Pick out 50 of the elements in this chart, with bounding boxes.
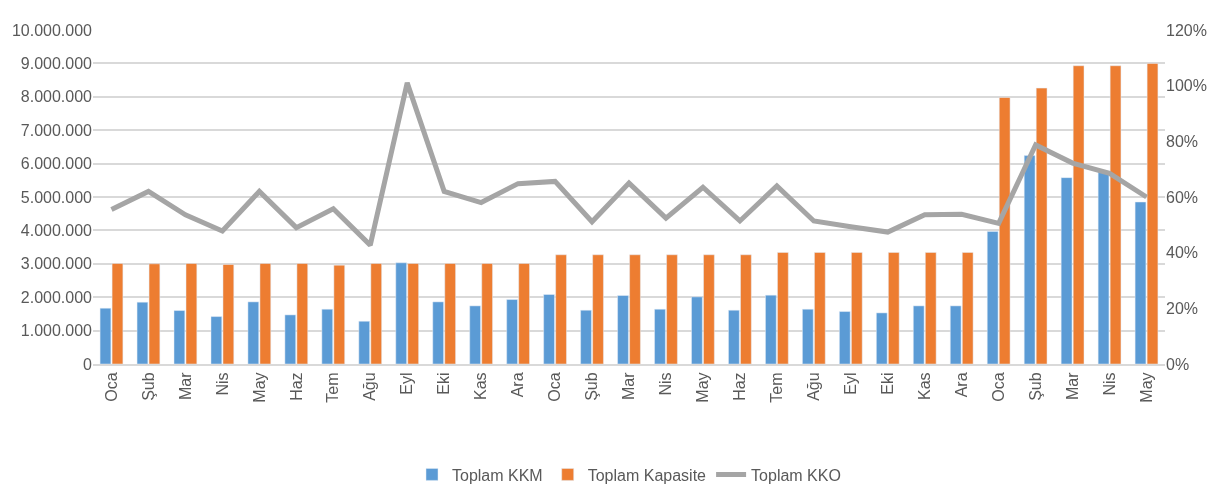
x-tick-label: Nis [1100, 372, 1118, 396]
y-tick-label: 0 [83, 355, 93, 373]
y-tick-label: 10.000.000 [11, 21, 93, 39]
y-tick-label: 9.000.000 [20, 55, 93, 72]
x-tick-label: May [694, 372, 712, 403]
x-tick-label: Mar [1063, 371, 1081, 400]
y2-tick-label: 60% [1166, 188, 1199, 206]
x-tick-label: Oca [546, 372, 564, 402]
y-tick-label: 3.000.000 [20, 255, 93, 273]
x-tick-label: Eyl [841, 372, 859, 395]
y-tick-label: 7.000.000 [20, 121, 93, 139]
y2-tick-label: 0% [1166, 355, 1190, 373]
x-tick-label: Kas [915, 372, 933, 400]
y2-tick-label: 20% [1166, 299, 1199, 317]
y-tick-label: 6.000.000 [20, 155, 93, 173]
legend-label: Toplam KKM [452, 466, 543, 484]
x-tick-label: Mar [176, 371, 194, 400]
y-tick-label: 8.000.000 [20, 88, 93, 106]
x-tick-label: Eki [878, 372, 896, 395]
y2-tick-label: 120% [1166, 21, 1207, 39]
x-tick-label: Oca [989, 372, 1007, 402]
y-tick-label: 2.000.000 [20, 288, 93, 306]
x-tick-label: Ara [509, 372, 527, 398]
x-tick-label: Haz [731, 372, 749, 401]
x-tick-label: Nis [213, 372, 231, 396]
x-tick-label: May [250, 372, 268, 403]
y2-tick-label: 40% [1166, 244, 1199, 262]
x-tick-label: Ağu [361, 372, 379, 401]
y-tick-label: 4.000.000 [20, 222, 93, 239]
x-tick-label: Ara [952, 372, 970, 398]
legend-label: Toplam KKO [751, 466, 841, 484]
x-tick-label: Ağu [805, 372, 823, 401]
x-tick-label: Nis [657, 372, 675, 396]
y-tick-label: 5.000.000 [20, 188, 93, 206]
x-tick-label: Haz [287, 372, 305, 401]
x-tick-label: Eki [435, 372, 453, 395]
x-tick-label: Kas [472, 372, 490, 400]
x-tick-label: Şub [583, 372, 601, 401]
x-tick-label: Şub [1026, 372, 1044, 401]
x-tick-label: Oca [102, 372, 120, 402]
x-tick-label: Tem [768, 372, 786, 403]
y2-tick-label: 100% [1166, 77, 1207, 95]
legend-label: Toplam Kapasite [587, 466, 707, 484]
x-tick-label: May [1137, 372, 1155, 403]
x-tick-label: Şub [139, 372, 157, 401]
x-tick-label: Eyl [398, 372, 416, 395]
x-tick-label: Tem [324, 372, 342, 403]
y2-tick-label: 80% [1166, 132, 1199, 150]
y-tick-label: 1.000.000 [20, 322, 93, 340]
x-tick-label: Mar [620, 371, 638, 400]
